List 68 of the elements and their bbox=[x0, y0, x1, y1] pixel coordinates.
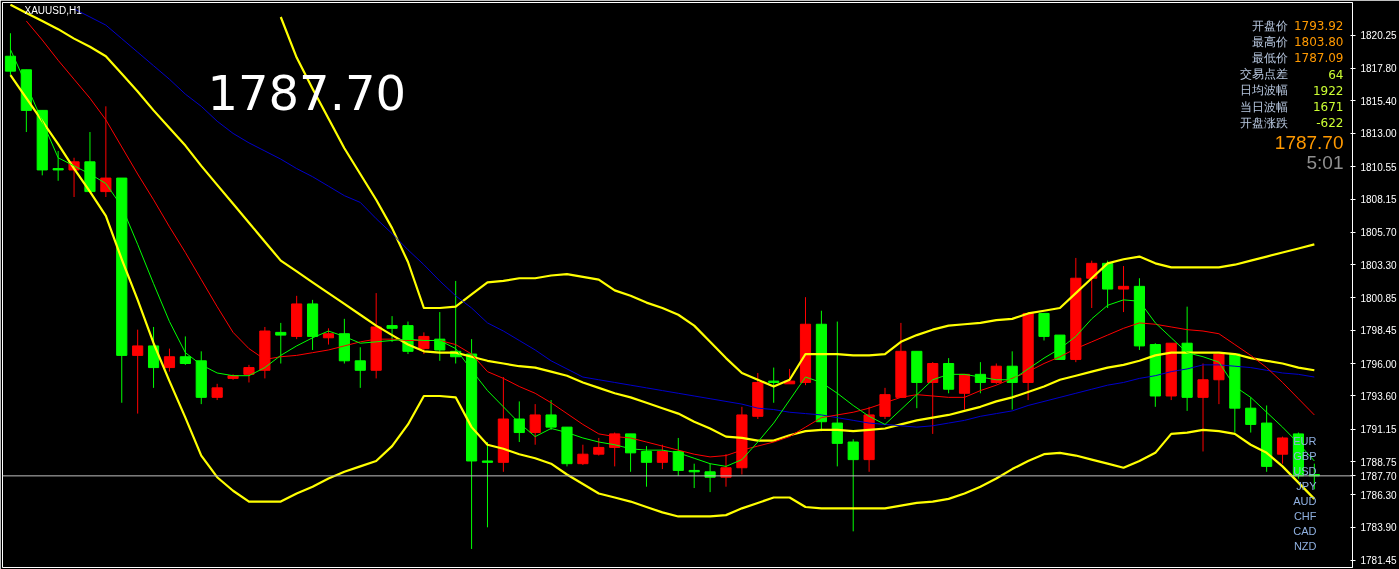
annotation: 开盘价 bbox=[1251, 18, 1288, 33]
annotation: 5:01 bbox=[1306, 152, 1344, 173]
y-tick-label: 1783.90 bbox=[1360, 522, 1398, 534]
candlestick bbox=[52, 150, 64, 182]
candlestick bbox=[275, 322, 287, 365]
candlestick bbox=[434, 311, 446, 362]
candlestick bbox=[688, 463, 700, 489]
candlestick bbox=[1276, 436, 1289, 465]
annotation: 1787.09 bbox=[1293, 51, 1344, 66]
candlestick bbox=[163, 348, 176, 373]
y-tick-label: 1788.75 bbox=[1360, 456, 1398, 468]
y-tick-label: 1786.30 bbox=[1360, 489, 1398, 501]
candlestick bbox=[179, 335, 191, 366]
y-tick-label: 1805.70 bbox=[1360, 227, 1398, 239]
annotation: 1793.92 bbox=[1293, 19, 1344, 33]
candlestick bbox=[147, 326, 160, 389]
y-tick-label: 1817.80 bbox=[1360, 63, 1398, 75]
y-tick-label: 1798.45 bbox=[1360, 325, 1398, 337]
candlestick bbox=[1038, 312, 1050, 341]
candlestick bbox=[386, 315, 398, 343]
y-tick-label: 1815.40 bbox=[1360, 95, 1398, 107]
candlestick bbox=[354, 346, 366, 389]
candlestick bbox=[132, 329, 144, 415]
y-tick-label: 1808.15 bbox=[1360, 194, 1398, 206]
candlestick bbox=[990, 363, 1002, 385]
candlestick bbox=[481, 441, 494, 528]
annotation: 日均波幅 bbox=[1239, 83, 1288, 98]
candlestick bbox=[513, 400, 525, 443]
y-tick-label: 1800.85 bbox=[1360, 292, 1398, 304]
y-tick-label: 1810.55 bbox=[1360, 161, 1398, 173]
candlestick bbox=[577, 444, 589, 466]
annotation: 最低价 bbox=[1251, 50, 1288, 65]
annotation: 1922 bbox=[1312, 83, 1344, 98]
text: 64 bbox=[1328, 67, 1344, 82]
candlestick bbox=[1245, 396, 1257, 434]
annotation: 最高价 bbox=[1251, 34, 1288, 49]
annotation: CAD bbox=[1293, 525, 1317, 538]
candlestick bbox=[847, 438, 859, 532]
annotation: 1787.70 bbox=[1274, 132, 1344, 153]
annotation: AUD bbox=[1293, 494, 1317, 507]
y-tick-label: 1793.60 bbox=[1360, 391, 1398, 402]
annotation: 交易点差 bbox=[1239, 67, 1288, 82]
annotation: 1803.80 bbox=[1293, 35, 1344, 50]
candlestick bbox=[927, 361, 939, 435]
candlestick bbox=[879, 387, 891, 420]
y-tick-label: 1813.00 bbox=[1360, 128, 1398, 140]
y-tick-label: 1796.00 bbox=[1360, 358, 1398, 370]
y-tick-label: 1791.15 bbox=[1360, 424, 1398, 436]
candlestick bbox=[1197, 363, 1209, 452]
annotation: 当日波幅 bbox=[1239, 99, 1288, 114]
candlestick bbox=[1006, 350, 1018, 411]
candlestick bbox=[529, 403, 541, 446]
chart-title: XAUUSD,H1 bbox=[24, 5, 83, 16]
y-tick-label: 1803.30 bbox=[1360, 259, 1398, 271]
annotation: NZD bbox=[1293, 540, 1317, 553]
annotation: 1671 bbox=[1312, 100, 1344, 114]
y-tick-label: 1820.25 bbox=[1360, 30, 1398, 42]
candlestick bbox=[1117, 265, 1130, 313]
annotation: CHF bbox=[1293, 510, 1317, 522]
candlestick bbox=[958, 373, 971, 411]
annotation: USD bbox=[1293, 464, 1317, 477]
annotation: 开盘涨跌 bbox=[1239, 115, 1288, 130]
candlestick bbox=[545, 399, 557, 431]
candlestick bbox=[768, 367, 780, 404]
ref-line-label: 1787.70 bbox=[1360, 470, 1398, 482]
y-tick-label: 1781.45 bbox=[1360, 555, 1398, 567]
annotation: -622 bbox=[1316, 116, 1344, 131]
candlestick bbox=[100, 105, 112, 198]
